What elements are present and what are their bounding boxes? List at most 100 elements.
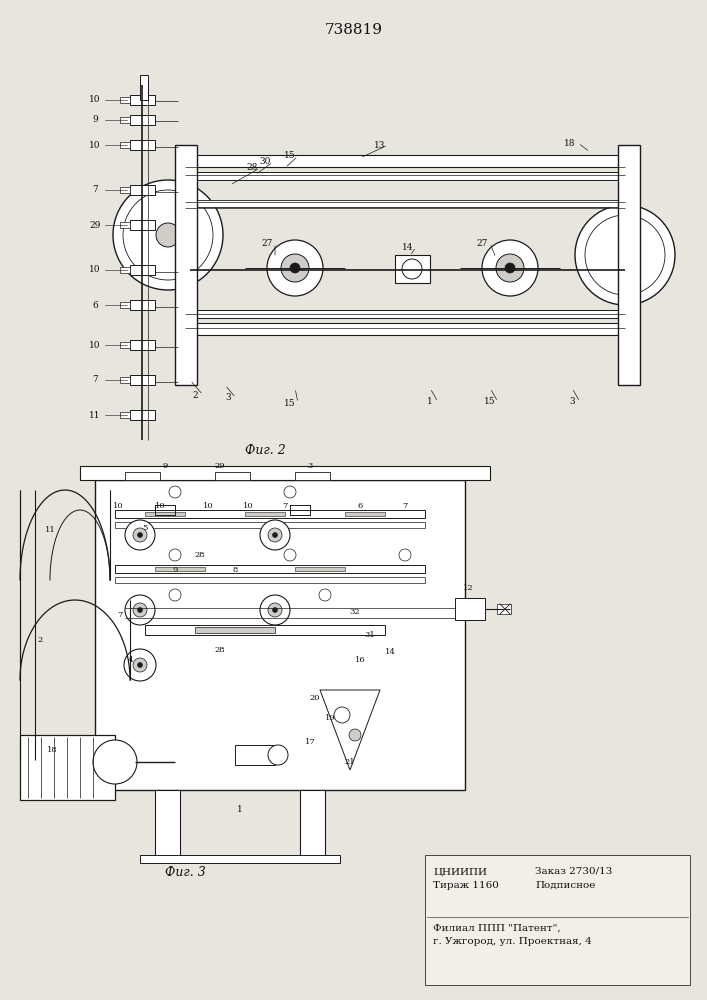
Text: 28: 28 (215, 646, 226, 654)
Bar (425, 855, 690, 985)
Circle shape (133, 528, 147, 542)
Text: 11: 11 (45, 526, 55, 534)
Bar (120, 302, 130, 308)
Bar (130, 375, 155, 385)
Text: 29: 29 (215, 462, 226, 470)
Text: 31: 31 (365, 631, 375, 639)
Circle shape (505, 263, 515, 273)
Bar (185, 155, 625, 167)
Text: 7: 7 (282, 502, 288, 510)
Text: 29: 29 (89, 221, 100, 230)
Bar (295, 472, 330, 480)
Text: 6: 6 (92, 300, 98, 310)
Text: 20: 20 (310, 694, 320, 702)
Bar (140, 855, 340, 863)
Text: 18: 18 (47, 746, 57, 754)
Bar (130, 340, 155, 350)
Text: 10: 10 (155, 502, 165, 510)
Text: ЦНИИПИ: ЦНИИПИ (433, 867, 487, 876)
Bar (125, 472, 160, 480)
Circle shape (482, 240, 538, 296)
Bar (155, 567, 205, 571)
Bar (185, 310, 625, 318)
Text: 32: 32 (350, 608, 361, 616)
Circle shape (349, 729, 361, 741)
Text: 9: 9 (163, 462, 168, 470)
Text: 10: 10 (89, 140, 101, 149)
Bar (295, 567, 345, 571)
Bar (130, 265, 155, 275)
Bar (130, 220, 155, 230)
Text: 8: 8 (233, 566, 238, 574)
Polygon shape (320, 690, 380, 770)
Text: Фиг. 3: Фиг. 3 (165, 866, 205, 880)
Text: 3: 3 (226, 393, 230, 402)
Circle shape (284, 486, 296, 498)
Bar (395, 255, 430, 283)
Circle shape (137, 532, 143, 538)
Text: 1: 1 (237, 806, 243, 814)
Circle shape (268, 745, 288, 765)
Text: 3: 3 (569, 397, 575, 406)
Circle shape (268, 528, 282, 542)
Bar (215, 472, 250, 480)
Circle shape (334, 707, 350, 723)
Text: 9: 9 (173, 566, 177, 574)
Bar (130, 140, 155, 150)
Bar (618, 145, 640, 385)
Bar (455, 598, 485, 620)
Circle shape (260, 595, 290, 625)
Bar (195, 627, 275, 633)
Bar (115, 577, 425, 583)
Text: 738819: 738819 (325, 23, 383, 37)
Circle shape (133, 658, 147, 672)
Text: 28: 28 (194, 551, 205, 559)
Bar (245, 512, 285, 516)
Text: 30: 30 (259, 157, 271, 166)
Bar (155, 790, 180, 860)
Circle shape (272, 607, 278, 612)
Text: 21: 21 (345, 758, 356, 766)
Text: 18: 18 (564, 138, 575, 147)
Text: 4: 4 (127, 656, 133, 664)
Text: 11: 11 (89, 410, 101, 420)
Bar (120, 222, 130, 228)
Text: 27: 27 (262, 238, 273, 247)
Text: 15: 15 (284, 151, 296, 160)
Circle shape (123, 190, 213, 280)
Bar (235, 745, 275, 765)
Bar (130, 95, 155, 105)
Text: 7: 7 (92, 186, 98, 194)
Bar (115, 522, 425, 528)
Bar (130, 300, 155, 310)
Bar (95, 480, 465, 790)
Text: 9: 9 (92, 115, 98, 124)
Circle shape (268, 603, 282, 617)
Text: 1: 1 (427, 397, 433, 406)
Bar (120, 97, 130, 103)
Circle shape (125, 595, 155, 625)
Text: 16: 16 (355, 656, 366, 664)
Circle shape (267, 240, 323, 296)
Text: 14: 14 (385, 648, 395, 656)
Bar (20, 735, 115, 800)
Text: 19: 19 (325, 714, 335, 722)
Text: 10: 10 (112, 502, 123, 510)
Circle shape (124, 649, 156, 681)
Bar (120, 117, 130, 123)
Circle shape (272, 532, 278, 538)
Text: 12: 12 (462, 584, 473, 592)
Bar (120, 187, 130, 193)
Text: 7: 7 (402, 502, 408, 510)
Circle shape (290, 263, 300, 273)
Bar (497, 604, 511, 614)
Text: 6: 6 (357, 502, 363, 510)
Text: 10: 10 (243, 502, 253, 510)
Text: 7: 7 (92, 375, 98, 384)
Circle shape (284, 549, 296, 561)
Text: 15: 15 (484, 397, 496, 406)
Circle shape (156, 223, 180, 247)
Text: 13: 13 (374, 140, 386, 149)
Text: 10: 10 (89, 265, 101, 274)
Bar (185, 172, 625, 180)
